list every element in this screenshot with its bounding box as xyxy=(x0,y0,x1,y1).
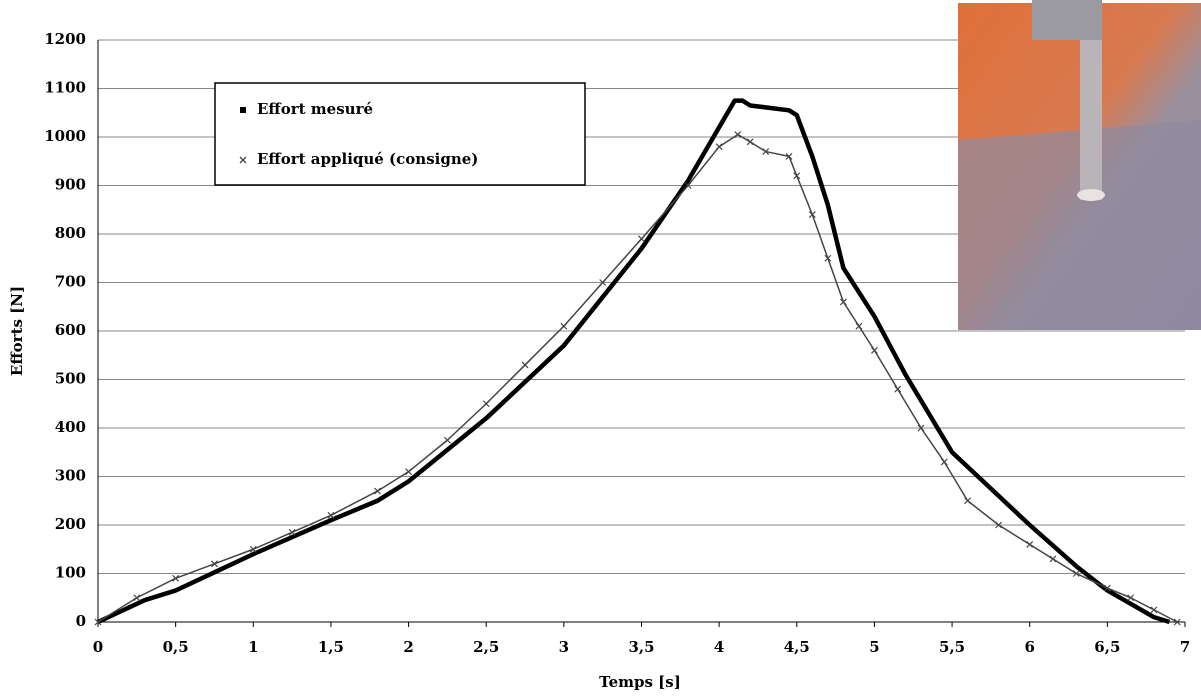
data-point xyxy=(1150,606,1158,614)
data-point xyxy=(785,152,793,160)
data-point xyxy=(762,148,770,155)
data-point xyxy=(1049,555,1057,563)
data-point xyxy=(172,574,180,582)
data-point xyxy=(855,322,863,330)
data-point xyxy=(964,497,972,505)
data-point xyxy=(638,235,645,243)
y-tick-label: 200 xyxy=(55,515,86,533)
x-tick-label: 5,5 xyxy=(939,638,965,656)
y-tick-label: 300 xyxy=(55,467,86,485)
data-point xyxy=(94,618,102,626)
legend: Effort mesuré Effort appliqué (consigne) xyxy=(214,82,586,186)
y-tick-label: 400 xyxy=(55,418,86,436)
y-tick-label: 900 xyxy=(55,176,86,194)
data-point xyxy=(871,346,878,354)
data-point xyxy=(940,458,948,466)
x-tick-label: 2,5 xyxy=(473,638,499,656)
y-tick-label: 1000 xyxy=(44,127,86,145)
data-point xyxy=(995,521,1003,529)
series-line xyxy=(97,98,1171,625)
y-tick-label: 1200 xyxy=(44,30,86,48)
y-tick-label: 1100 xyxy=(44,79,86,97)
data-point xyxy=(808,211,816,219)
x-tick-label: 7 xyxy=(1180,638,1190,656)
legend-label: Effort mesuré xyxy=(257,100,373,118)
data-point xyxy=(824,254,832,262)
data-point xyxy=(1072,570,1080,577)
data-point xyxy=(521,361,529,369)
y-tick-label: 600 xyxy=(55,321,86,339)
x-tick-label: 4 xyxy=(714,638,724,656)
data-point xyxy=(327,511,335,519)
legend-marker xyxy=(240,107,246,113)
x-tick-label: 6,5 xyxy=(1094,638,1120,656)
x-tick-label: 3,5 xyxy=(628,638,654,656)
data-point xyxy=(1103,584,1111,592)
x-tick-label: 1 xyxy=(248,638,258,656)
data-point xyxy=(599,279,607,286)
y-tick-label: 700 xyxy=(55,273,86,291)
data-point xyxy=(715,143,723,151)
x-tick-label: 6 xyxy=(1024,638,1034,656)
data-point xyxy=(894,385,902,393)
data-point xyxy=(839,298,847,306)
data-point xyxy=(560,322,568,330)
data-point xyxy=(684,182,692,189)
y-tick-label: 800 xyxy=(55,224,86,242)
data-point xyxy=(405,468,412,476)
data-point xyxy=(793,172,801,180)
data-point xyxy=(917,424,925,432)
x-tick-label: 4,5 xyxy=(784,638,810,656)
data-point xyxy=(249,545,257,553)
data-point xyxy=(734,131,742,138)
x-tick-label: 2 xyxy=(403,638,413,656)
data-point xyxy=(374,487,381,495)
photo-inset xyxy=(958,0,1201,330)
x-tick-label: 0,5 xyxy=(163,638,189,656)
legend-marker xyxy=(239,156,247,164)
y-tick-label: 500 xyxy=(55,370,86,388)
data-point xyxy=(746,138,754,146)
x-tick-label: 5 xyxy=(869,638,879,656)
y-tick-label: 0 xyxy=(76,612,86,630)
legend-label: Effort appliqué (consigne) xyxy=(257,150,478,168)
data-point xyxy=(133,594,141,602)
data-point xyxy=(1026,540,1034,548)
x-axis-label: Temps [s] xyxy=(599,673,681,691)
y-tick-label: 100 xyxy=(55,564,86,582)
data-point xyxy=(443,436,451,444)
data-point xyxy=(288,528,296,536)
data-point xyxy=(1173,618,1181,626)
x-tick-label: 1,5 xyxy=(318,638,344,656)
data-point xyxy=(1127,594,1135,602)
data-point xyxy=(482,400,490,408)
x-tick-label: 0 xyxy=(93,638,103,656)
x-tick-label: 3 xyxy=(559,638,569,656)
data-point xyxy=(211,560,218,568)
legend-box xyxy=(214,82,586,186)
y-axis-label: Efforts [N] xyxy=(8,286,26,376)
